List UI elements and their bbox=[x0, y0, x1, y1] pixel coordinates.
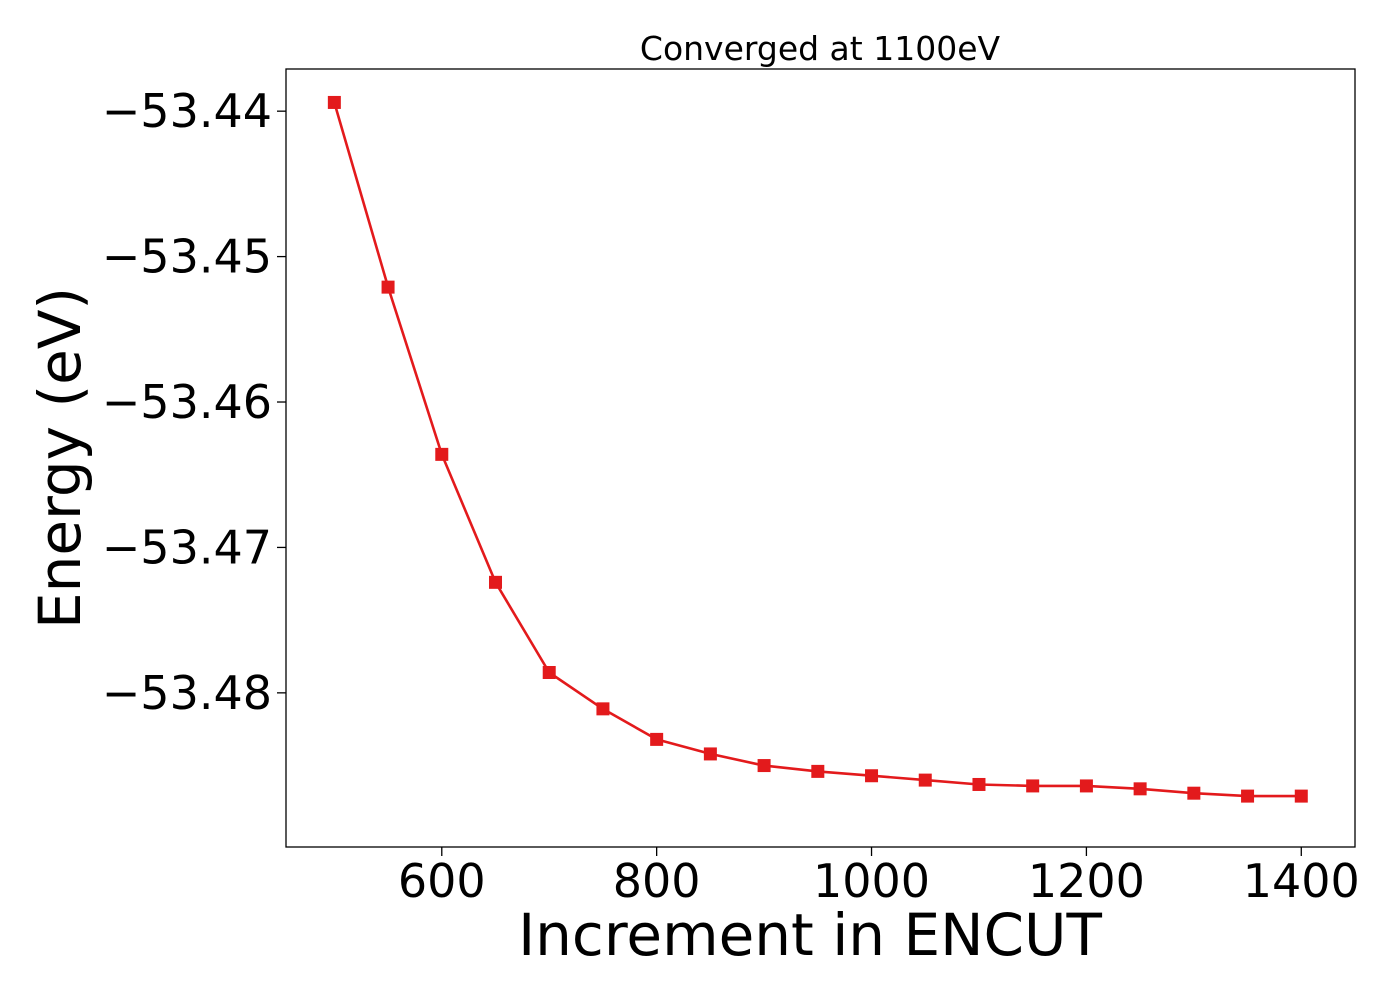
chart-title: Converged at 1100eV bbox=[640, 29, 1001, 68]
data-point-marker bbox=[381, 280, 395, 294]
y-tick-label: −53.48 bbox=[102, 666, 272, 720]
x-tick-label: 1200 bbox=[1028, 854, 1145, 908]
data-point-marker bbox=[972, 777, 986, 791]
data-point-marker bbox=[542, 665, 556, 679]
data-point-marker bbox=[1294, 789, 1308, 803]
y-tick-label: −53.46 bbox=[102, 375, 272, 429]
data-point-marker bbox=[489, 575, 503, 589]
series-line bbox=[333, 102, 1302, 798]
data-point-marker bbox=[1187, 786, 1201, 800]
data-point-marker bbox=[865, 769, 879, 783]
x-tick-label: 1400 bbox=[1243, 854, 1360, 908]
data-point-marker bbox=[811, 764, 825, 778]
x-tick-label: 800 bbox=[613, 854, 701, 908]
y-axis-label: Energy (eV) bbox=[26, 287, 94, 629]
x-tick-label: 1000 bbox=[813, 854, 930, 908]
y-tick-label: −53.44 bbox=[102, 84, 272, 138]
x-tick-label: 600 bbox=[398, 854, 486, 908]
x-axis-ticks: 600 800 1000 1200 1400 bbox=[398, 847, 1360, 908]
y-tick-label: −53.45 bbox=[102, 230, 272, 284]
data-point-marker bbox=[1079, 779, 1093, 793]
y-tick-label: −53.47 bbox=[102, 520, 272, 574]
x-axis-label: Increment in ENCUT bbox=[518, 901, 1102, 969]
data-point-marker bbox=[1026, 779, 1040, 793]
data-point-marker bbox=[757, 759, 771, 773]
data-point-marker bbox=[327, 95, 341, 109]
plot-frame bbox=[285, 68, 1356, 848]
data-point-marker bbox=[435, 447, 449, 461]
data-point-marker bbox=[1241, 789, 1255, 803]
data-point-marker bbox=[1133, 782, 1147, 796]
data-point-marker bbox=[596, 702, 610, 716]
data-point-marker bbox=[650, 732, 664, 746]
y-axis-ticks: −53.44 −53.45 −53.46 −53.47 −53.48 bbox=[102, 84, 286, 720]
data-point-marker bbox=[918, 773, 932, 787]
data-point-marker bbox=[703, 747, 717, 761]
series-layer bbox=[327, 95, 1308, 803]
